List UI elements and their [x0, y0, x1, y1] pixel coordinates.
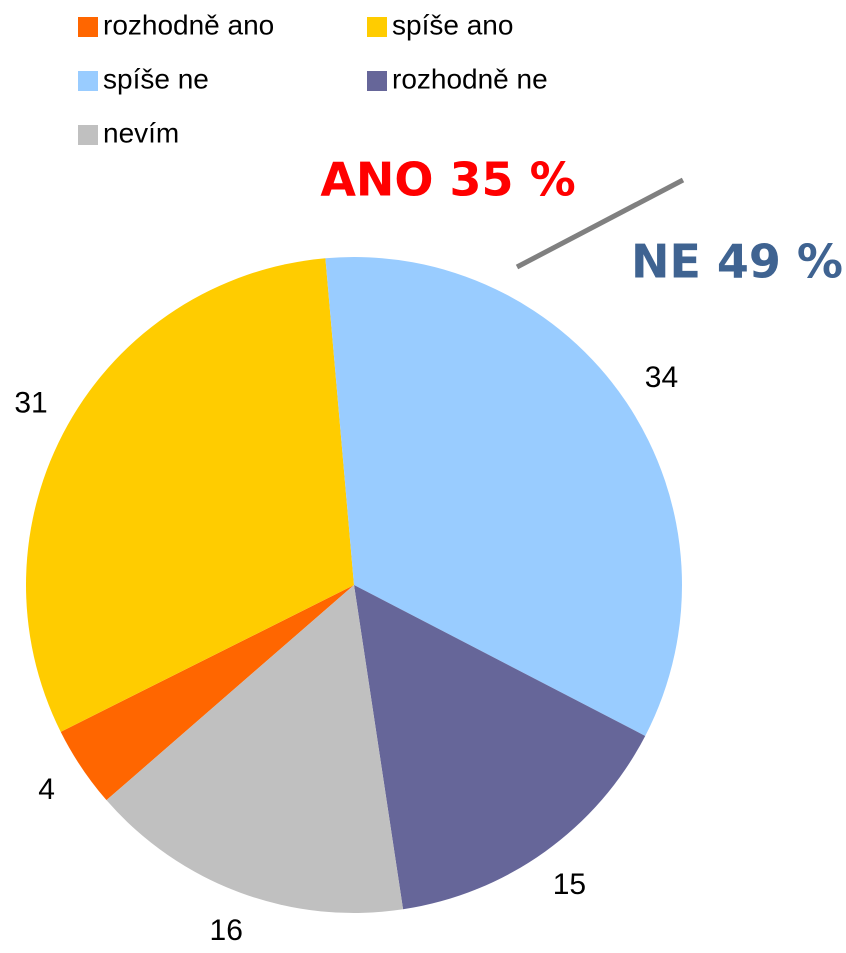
pie-slice [106, 585, 404, 913]
annotation-ne: NE 49 % [631, 235, 843, 289]
data-label: 4 [38, 773, 55, 806]
legend-label: nevím [103, 117, 179, 148]
divider-line [515, 177, 685, 270]
data-label: 15 [553, 868, 586, 901]
legend-swatch [367, 71, 387, 91]
legend-swatch [78, 71, 98, 91]
data-label: 34 [645, 361, 678, 394]
legend-label: rozhodně ano [103, 9, 274, 40]
pie-slice [26, 258, 355, 732]
pie-slice [60, 585, 355, 801]
legend-swatch [367, 17, 387, 37]
data-label: 16 [210, 914, 243, 947]
pie-slice [325, 257, 682, 736]
legend-label: spíše ne [103, 63, 209, 94]
annotation-ano: ANO 35 % [320, 153, 575, 207]
pie-slice [354, 585, 646, 910]
data-label: 31 [14, 386, 47, 419]
legend-label: rozhodně ne [392, 63, 548, 94]
legend-swatch [78, 17, 98, 37]
legend-label: spíše ano [392, 9, 513, 40]
legend-swatch [78, 125, 98, 145]
